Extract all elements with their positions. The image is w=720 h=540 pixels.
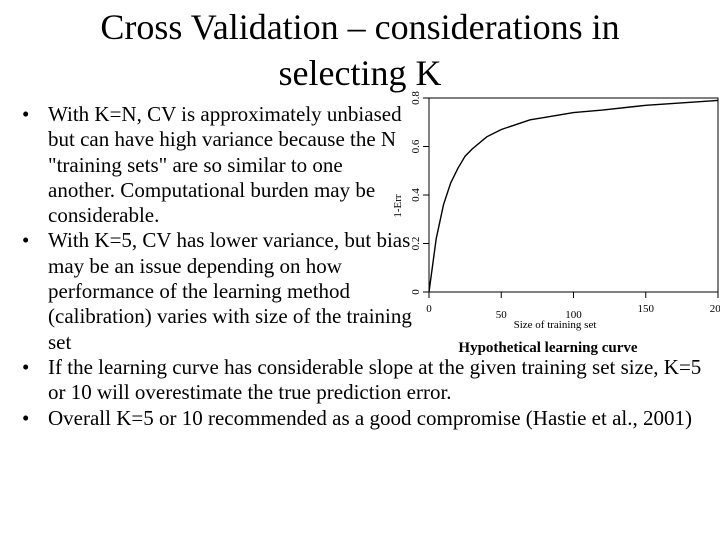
x-axis-label: Size of training set — [514, 319, 597, 331]
learning-curve-chart: 0 50 100 150 200 0 0.2 0.4 0.6 0.8 1-Err Size of … — [392, 91, 720, 356]
slide-title: Cross Validation – considerations in sel… — [0, 4, 720, 96]
axis-layer: 0 50 100 150 200 0 0.2 0.4 0.6 0.8 — [410, 91, 720, 321]
bullet-list: With K=N, CV is approximately unbiased b… — [22, 102, 712, 431]
y-tick-label: 0.4 — [410, 188, 422, 202]
y-tick-label: 0.8 — [410, 91, 422, 105]
y-tick-label: 0 — [410, 289, 422, 295]
learning-curve-line — [428, 99, 719, 293]
bullet-item: With K=5, CV has lower variance, but bia… — [22, 228, 433, 354]
x-tick-label: 100 — [565, 309, 582, 321]
x-tick-label: 200 — [710, 303, 720, 315]
x-tick-label: 50 — [496, 309, 508, 321]
title-line-2: selecting K — [278, 53, 442, 93]
title-line-1: Cross Validation – considerations in — [100, 7, 620, 47]
y-axis-label: 1-Err — [392, 194, 404, 218]
chart-caption: Hypothetical learning curve — [458, 340, 637, 356]
y-tick-label: 0.2 — [410, 237, 422, 251]
x-tick-label: 0 — [426, 303, 432, 315]
y-tick-label: 0.6 — [410, 139, 422, 153]
bullet-item: With K=N, CV is approximately unbiased b… — [22, 102, 403, 228]
bullet-item: If the learning curve has considerable s… — [22, 355, 708, 406]
bullet-item: Overall K=5 or 10 recommended as a good … — [22, 406, 708, 432]
x-tick-label: 150 — [638, 303, 655, 315]
plot-frame — [428, 97, 719, 293]
